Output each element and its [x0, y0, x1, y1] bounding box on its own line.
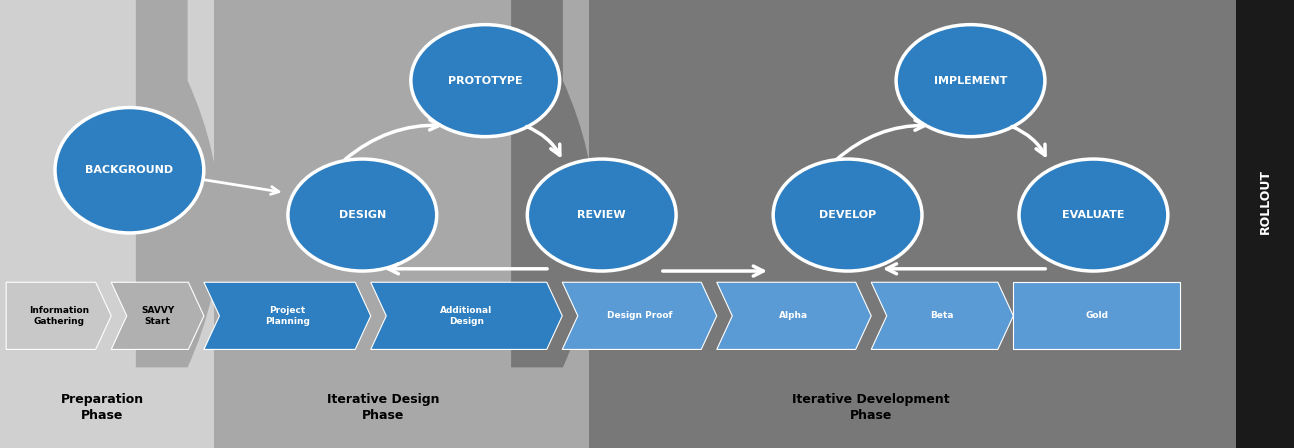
Text: Iterative Development
Phase: Iterative Development Phase — [792, 393, 950, 422]
Text: IMPLEMENT: IMPLEMENT — [934, 76, 1007, 86]
Text: Information
Gathering: Information Gathering — [28, 306, 89, 326]
Text: Design Proof: Design Proof — [607, 311, 673, 320]
Ellipse shape — [528, 159, 675, 271]
FancyBboxPatch shape — [0, 367, 214, 448]
Text: DESIGN: DESIGN — [339, 210, 386, 220]
Text: Project
Planning: Project Planning — [265, 306, 309, 326]
PathPatch shape — [511, 0, 595, 367]
Text: ROLLOUT: ROLLOUT — [1258, 169, 1272, 234]
PathPatch shape — [871, 282, 1013, 349]
PathPatch shape — [136, 0, 220, 367]
Ellipse shape — [410, 25, 559, 137]
Text: Gold: Gold — [1086, 311, 1108, 320]
Ellipse shape — [895, 25, 1044, 137]
PathPatch shape — [1013, 282, 1180, 349]
Text: Alpha: Alpha — [779, 311, 809, 320]
FancyBboxPatch shape — [214, 0, 589, 367]
Text: BACKGROUND: BACKGROUND — [85, 165, 173, 175]
Text: EVALUATE: EVALUATE — [1062, 210, 1124, 220]
FancyBboxPatch shape — [589, 367, 1236, 448]
PathPatch shape — [563, 282, 717, 349]
Ellipse shape — [54, 108, 203, 233]
PathPatch shape — [717, 282, 871, 349]
PathPatch shape — [111, 282, 204, 349]
Ellipse shape — [1018, 159, 1167, 271]
FancyBboxPatch shape — [589, 0, 1236, 367]
Ellipse shape — [773, 159, 921, 271]
Text: Iterative Design
Phase: Iterative Design Phase — [327, 393, 440, 422]
FancyBboxPatch shape — [214, 367, 589, 448]
Text: REVIEW: REVIEW — [577, 210, 626, 220]
FancyBboxPatch shape — [1236, 0, 1294, 448]
Text: SAVVY
Start: SAVVY Start — [141, 306, 175, 326]
PathPatch shape — [6, 282, 111, 349]
PathPatch shape — [204, 282, 370, 349]
Text: DEVELOP: DEVELOP — [819, 210, 876, 220]
Text: Additional
Design: Additional Design — [440, 306, 493, 326]
PathPatch shape — [370, 282, 563, 349]
Text: PROTOTYPE: PROTOTYPE — [448, 76, 523, 86]
Ellipse shape — [287, 159, 436, 271]
Text: Preparation
Phase: Preparation Phase — [61, 393, 144, 422]
Text: Beta: Beta — [930, 311, 954, 320]
FancyBboxPatch shape — [0, 0, 214, 367]
